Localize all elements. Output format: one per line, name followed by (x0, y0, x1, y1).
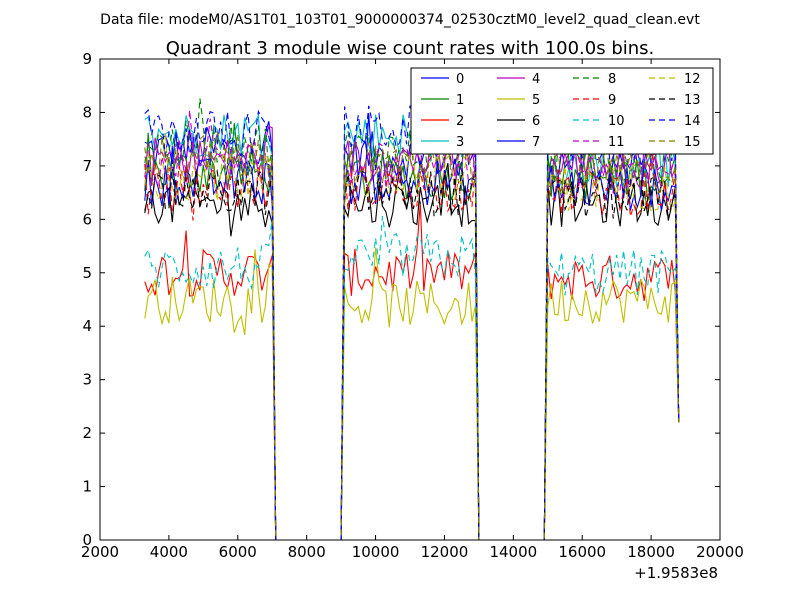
y-tick-label: 6 (82, 210, 92, 228)
legend-box (410, 67, 714, 155)
series-line-5 (144, 247, 680, 540)
series-line-13 (144, 168, 680, 540)
legend-label-14: 14 (684, 114, 701, 129)
series-line-11 (144, 109, 680, 540)
legend-label-1: 1 (456, 93, 464, 108)
y-tick-label: 3 (82, 371, 92, 389)
legend-label-0: 0 (456, 72, 464, 87)
legend-label-12: 12 (684, 72, 701, 87)
legend-label-7: 7 (532, 135, 540, 150)
x-tick-label: 20000 (696, 543, 744, 561)
x-tick-label: 16000 (558, 543, 606, 561)
legend-label-15: 15 (684, 135, 701, 150)
y-tick-label: 9 (82, 50, 92, 68)
plot-frame (99, 58, 721, 541)
y-tick-label: 4 (82, 317, 92, 335)
x-tick-label: 4000 (150, 543, 188, 561)
x-offset-label: +1.9583e8 (634, 564, 718, 582)
legend-label-13: 13 (684, 93, 701, 108)
legend-label-8: 8 (608, 72, 616, 87)
legend-label-2: 2 (456, 114, 464, 129)
chart-suptitle: Data file: modeM0/AS1T01_103T01_90000003… (100, 12, 700, 28)
chart-title: Quadrant 3 module wise count rates with … (166, 38, 655, 59)
x-tick-label: 12000 (421, 543, 469, 561)
x-tick-label: 18000 (627, 543, 675, 561)
series-line-12 (144, 133, 680, 540)
x-tick-label: 14000 (489, 543, 537, 561)
x-tick-label: 6000 (219, 543, 257, 561)
x-tick-label: 2000 (81, 543, 119, 561)
legend-label-9: 9 (608, 93, 616, 108)
series-line-2 (144, 202, 680, 540)
legend-label-11: 11 (608, 135, 625, 150)
x-tick-label: 10000 (352, 543, 400, 561)
x-tick-label: 8000 (288, 543, 326, 561)
series-line-6 (144, 163, 680, 540)
legend-label-6: 6 (532, 114, 540, 129)
axis-ticks: 2000 4000 6000 8000 10000 12000 14000 16000 1800… (81, 50, 744, 561)
legend-label-4: 4 (532, 72, 540, 87)
legend-label-3: 3 (456, 135, 464, 150)
legend-label-10: 10 (608, 114, 625, 129)
y-tick-label: 0 (82, 531, 92, 549)
series-line-15 (144, 131, 680, 540)
y-tick-label: 2 (82, 424, 92, 442)
y-tick-label: 8 (82, 103, 92, 121)
series-line-10 (144, 216, 680, 540)
legend-label-5: 5 (532, 93, 540, 108)
y-tick-label: 5 (82, 264, 92, 282)
series-line-9 (144, 136, 680, 540)
y-tick-label: 1 (82, 478, 92, 496)
y-tick-label: 7 (82, 157, 92, 175)
